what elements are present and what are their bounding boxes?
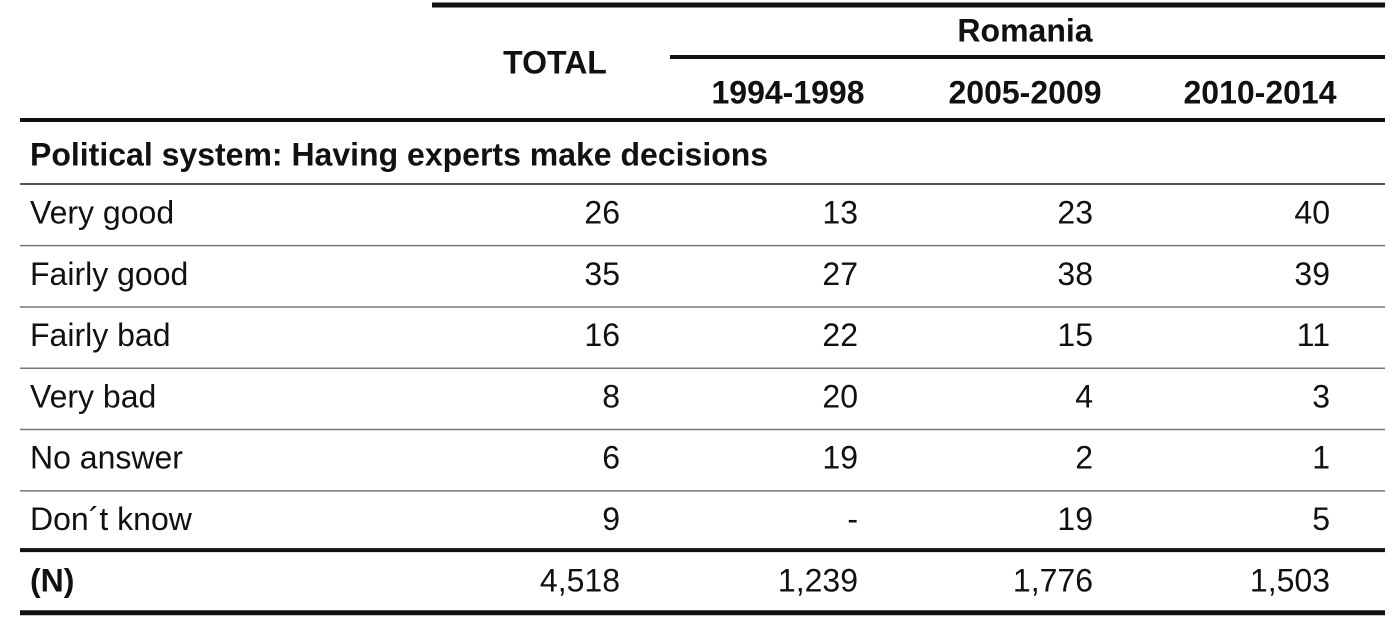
cell: 39 xyxy=(1294,256,1330,292)
cell: 27 xyxy=(822,256,858,292)
cell: 15 xyxy=(1057,317,1093,353)
cell: 8 xyxy=(602,378,620,414)
cell: 19 xyxy=(1057,501,1093,537)
cell: 2 xyxy=(1075,440,1093,476)
cell: - xyxy=(847,501,858,537)
cell: 3 xyxy=(1312,378,1330,414)
cell: 19 xyxy=(822,440,858,476)
cell: 20 xyxy=(822,378,858,414)
cell: 22 xyxy=(822,317,858,353)
cell: 9 xyxy=(602,501,620,537)
total-cell: 1,239 xyxy=(778,562,858,598)
cell: 13 xyxy=(822,194,858,230)
row-label: Fairly good xyxy=(30,256,188,292)
cell: 26 xyxy=(584,194,620,230)
cell: 6 xyxy=(602,440,620,476)
total-cell: 1,503 xyxy=(1250,562,1330,598)
period-header: 1994-1998 xyxy=(711,74,864,110)
row-label: Very bad xyxy=(30,378,156,414)
cell: 5 xyxy=(1312,501,1330,537)
row-label: Don´t know xyxy=(30,501,193,537)
cell: 4 xyxy=(1075,378,1093,414)
cell: 40 xyxy=(1294,194,1330,230)
cell: 11 xyxy=(1297,317,1330,353)
cell: 35 xyxy=(584,256,620,292)
total-cell: 4,518 xyxy=(540,562,620,598)
period-header: 2005-2009 xyxy=(948,74,1101,110)
row-label: Very good xyxy=(30,194,174,230)
cell: 16 xyxy=(584,317,620,353)
total-header: TOTAL xyxy=(503,44,607,80)
cell: 23 xyxy=(1057,194,1093,230)
total-cell: 1,776 xyxy=(1013,562,1093,598)
row-label: Fairly bad xyxy=(30,317,171,353)
cell: 38 xyxy=(1057,256,1093,292)
row-label: No answer xyxy=(30,440,183,476)
group-header: Romania xyxy=(957,12,1092,48)
section-title: Political system: Having experts make de… xyxy=(30,136,768,172)
cell: 1 xyxy=(1312,440,1330,476)
period-header: 2010-2014 xyxy=(1183,74,1336,110)
total-label: (N) xyxy=(30,562,74,598)
